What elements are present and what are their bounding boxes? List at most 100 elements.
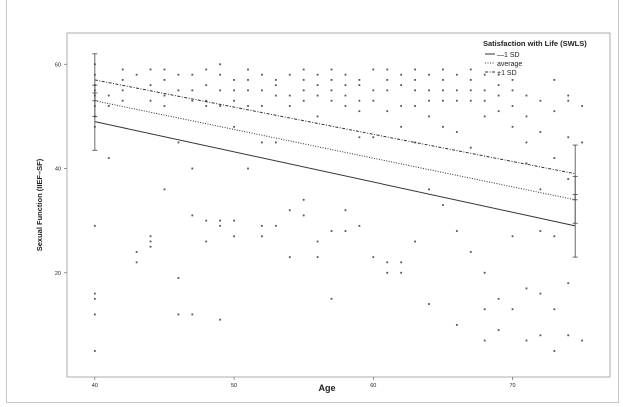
data-point [497,94,500,97]
data-point [497,297,500,300]
data-point [358,84,361,87]
legend-entry-plus1sd: +1 SD [497,70,517,77]
data-point [219,219,222,222]
data-point [414,141,416,144]
data-point [400,261,403,264]
data-point [288,94,291,97]
data-point [455,230,458,232]
data-point [205,105,208,107]
data-point [330,89,333,92]
data-point [386,271,389,274]
data-point [330,297,333,300]
data-point [581,339,584,342]
data-point [442,99,444,102]
data-point [567,99,570,102]
data-point [191,313,194,316]
data-point [247,68,249,71]
data-point [567,94,570,97]
data-point [121,68,124,71]
data-point [483,308,486,311]
chart-svg: 40 50 60 70 20 40 60 Age Sexual Function (IIEF… [35,32,611,393]
data-point [455,89,458,92]
data-point [581,141,584,144]
data-point [205,68,208,71]
legend-entry-average: average [497,61,522,68]
data-point [149,68,152,71]
data-point [469,146,472,149]
data-point [400,105,403,107]
data-point [177,313,180,316]
data-point [205,240,208,243]
data-point [428,115,430,118]
data-point [107,94,110,97]
data-point [302,99,305,102]
data-point [372,89,375,92]
y-tick-label: 60 [55,62,61,68]
data-point [274,224,277,227]
regression-lines [92,53,578,258]
data-point [483,339,486,342]
data-point [191,214,194,217]
x-tick-label: 50 [231,383,237,389]
data-point [191,73,194,76]
data-point [247,79,249,81]
data-point [511,105,514,107]
data-point [414,89,416,92]
data-point [316,94,319,97]
data-point [428,188,430,191]
data-point [191,89,194,92]
data-point [330,68,333,71]
data-point [553,350,556,352]
data-point [400,73,403,76]
regression-line-1 [94,100,576,201]
regression-line-0 [94,121,576,227]
data-point [302,68,305,71]
data-point [288,209,291,212]
data-point [219,105,222,107]
data-point [163,105,166,107]
data-point [539,99,542,102]
data-point [344,105,347,107]
data-point [191,99,194,102]
data-point [247,105,249,107]
data-point [386,79,389,81]
data-point [93,224,96,227]
data-point [428,73,430,76]
data-point [358,99,361,102]
data-point [525,287,528,290]
data-point [414,79,416,81]
data-point [247,89,249,92]
data-point [539,334,542,337]
data-point [274,84,277,87]
data-point [372,136,375,139]
data-point [372,99,375,102]
x-tick-label: 70 [509,383,515,389]
data-point [455,99,458,102]
data-point [121,89,124,92]
data-point [442,89,444,92]
data-point [358,224,361,227]
data-point [344,209,347,212]
data-point [219,63,222,66]
data-point [316,240,319,243]
data-point [233,219,235,222]
data-point [567,282,570,285]
data-point [316,73,319,76]
data-point [455,131,458,133]
data-point [191,167,194,170]
data-point [219,224,222,227]
data-point [469,251,472,253]
data-point [553,235,556,238]
data-point [205,99,208,102]
legend: Satisfaction with Life (SWLS) —1 SD aver… [483,39,587,77]
data-point [177,141,180,144]
data-point [428,303,430,305]
data-point [386,89,389,92]
x-axis-label: Age [318,383,335,393]
data-point [539,292,542,295]
data-point [525,339,528,342]
data-point [302,89,305,92]
data-point [483,271,486,274]
data-point [330,99,333,102]
data-point [442,125,444,128]
